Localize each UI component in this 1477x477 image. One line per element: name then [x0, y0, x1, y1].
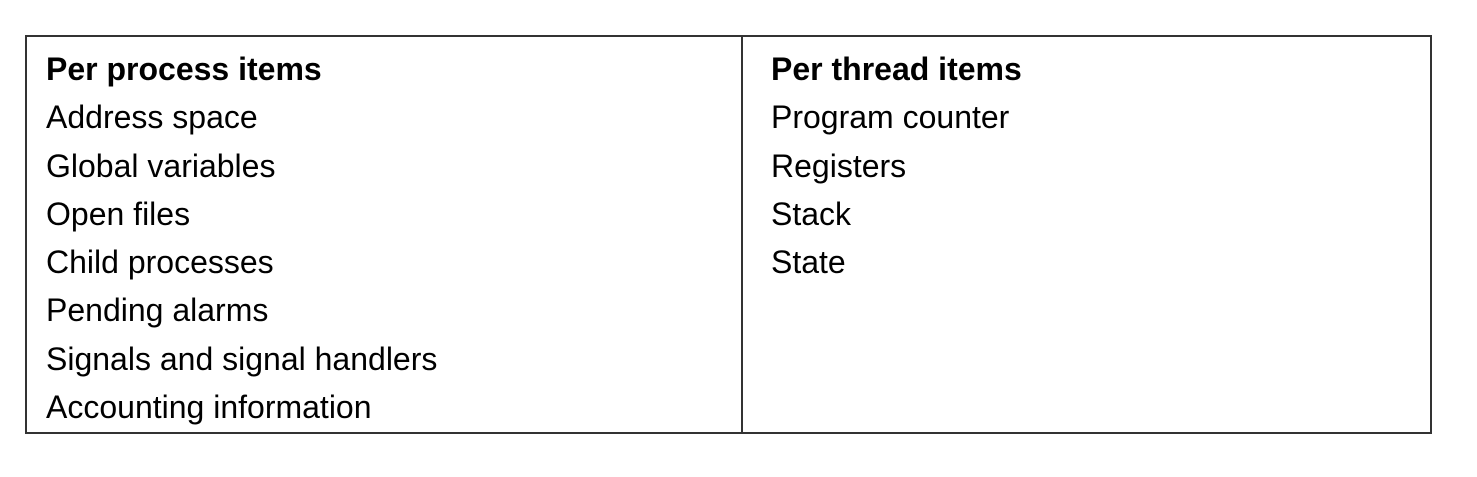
column-header: Per process items: [46, 51, 322, 87]
list-item: Address space: [46, 99, 258, 136]
list-item: Open files: [46, 195, 191, 232]
per-process-column: Per process items Address space Global v…: [27, 37, 743, 432]
list-item: Signals and signal handlers: [46, 340, 438, 377]
list-item: Registers: [771, 147, 907, 184]
column-header: Per thread items: [771, 51, 1022, 87]
comparison-table: Per process items Address space Global v…: [25, 35, 1432, 434]
list-item: State: [771, 244, 846, 281]
list-item: Accounting information: [46, 389, 372, 426]
list-item: Program counter: [771, 99, 1010, 136]
list-item: Pending alarms: [46, 292, 269, 329]
per-thread-column: Per thread items Program counter Registe…: [743, 37, 1430, 432]
list-item: Child processes: [46, 244, 274, 281]
list-item: Global variables: [46, 147, 276, 184]
list-item: Stack: [771, 195, 852, 232]
